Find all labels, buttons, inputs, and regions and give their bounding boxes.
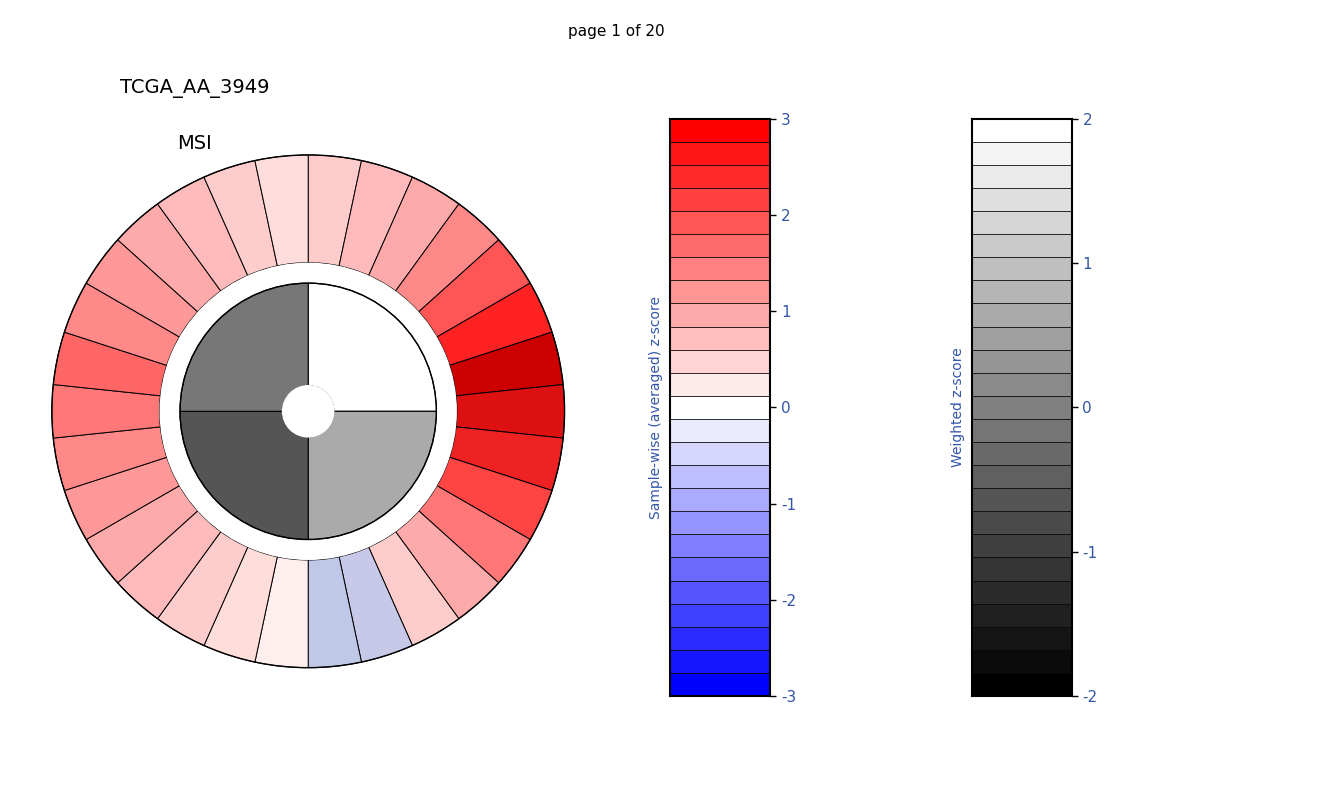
Wedge shape	[418, 486, 531, 583]
Bar	[670, 626, 770, 650]
Bar	[972, 280, 1072, 304]
Bar	[670, 188, 770, 211]
Bar	[670, 142, 770, 165]
Wedge shape	[395, 204, 498, 312]
Bar	[972, 511, 1072, 535]
Wedge shape	[308, 557, 362, 668]
Bar	[972, 257, 1072, 280]
Text: page 1 of 20: page 1 of 20	[568, 24, 665, 39]
Text: TCGA_AA_3949: TCGA_AA_3949	[119, 79, 269, 98]
Wedge shape	[369, 177, 458, 291]
Bar	[972, 465, 1072, 488]
Wedge shape	[308, 411, 437, 539]
Wedge shape	[158, 532, 248, 645]
Bar	[972, 604, 1072, 626]
Wedge shape	[86, 240, 198, 337]
Bar	[972, 373, 1072, 396]
Wedge shape	[180, 411, 308, 539]
Bar	[972, 142, 1072, 165]
Wedge shape	[418, 240, 531, 337]
Bar	[670, 280, 770, 304]
Wedge shape	[54, 427, 166, 490]
Wedge shape	[308, 283, 437, 411]
Wedge shape	[369, 532, 458, 645]
Wedge shape	[395, 511, 498, 619]
Wedge shape	[339, 161, 413, 275]
Wedge shape	[255, 155, 308, 266]
Wedge shape	[308, 155, 362, 266]
Wedge shape	[450, 427, 563, 490]
Bar	[670, 535, 770, 558]
Bar	[670, 119, 770, 142]
Wedge shape	[158, 177, 248, 291]
Bar	[670, 373, 770, 396]
Wedge shape	[204, 547, 277, 662]
Bar	[670, 327, 770, 350]
Bar	[972, 626, 1072, 650]
Wedge shape	[64, 457, 180, 539]
Bar	[972, 558, 1072, 581]
Bar	[972, 211, 1072, 234]
Bar	[670, 465, 770, 488]
Bar	[972, 650, 1072, 673]
Circle shape	[283, 386, 334, 437]
Wedge shape	[437, 283, 552, 365]
Bar	[972, 188, 1072, 211]
Bar	[972, 350, 1072, 373]
Bar	[670, 211, 770, 234]
Wedge shape	[54, 332, 166, 396]
Wedge shape	[52, 384, 161, 438]
Bar	[972, 327, 1072, 350]
Bar	[670, 419, 770, 442]
Bar	[670, 650, 770, 673]
Bar	[972, 396, 1072, 419]
Y-axis label: Weighted z-score: Weighted z-score	[950, 347, 965, 467]
Bar	[670, 673, 770, 696]
Bar	[670, 234, 770, 257]
Bar	[670, 257, 770, 280]
Text: MSI: MSI	[177, 134, 212, 153]
Wedge shape	[450, 332, 563, 396]
Bar	[670, 558, 770, 581]
Bar	[670, 396, 770, 419]
Bar	[972, 535, 1072, 558]
Bar	[670, 165, 770, 188]
Bar	[670, 442, 770, 465]
Wedge shape	[118, 204, 221, 312]
Bar	[972, 419, 1072, 442]
Y-axis label: Sample-wise (averaged) z-score: Sample-wise (averaged) z-score	[649, 296, 663, 519]
Bar	[972, 119, 1072, 142]
Bar	[972, 673, 1072, 696]
Bar	[670, 511, 770, 535]
Bar	[972, 488, 1072, 511]
Wedge shape	[456, 384, 564, 438]
Bar	[670, 350, 770, 373]
Wedge shape	[204, 161, 277, 275]
Wedge shape	[437, 457, 552, 539]
Bar	[670, 581, 770, 604]
Bar	[670, 488, 770, 511]
Bar	[972, 304, 1072, 327]
Bar	[972, 442, 1072, 465]
Wedge shape	[255, 557, 308, 668]
Bar	[972, 165, 1072, 188]
Bar	[670, 604, 770, 626]
Bar	[670, 304, 770, 327]
Wedge shape	[159, 263, 457, 560]
Wedge shape	[339, 547, 413, 662]
Wedge shape	[118, 511, 221, 619]
Wedge shape	[86, 486, 198, 583]
Bar	[972, 581, 1072, 604]
Bar	[972, 234, 1072, 257]
Wedge shape	[64, 283, 180, 365]
Wedge shape	[180, 283, 308, 411]
